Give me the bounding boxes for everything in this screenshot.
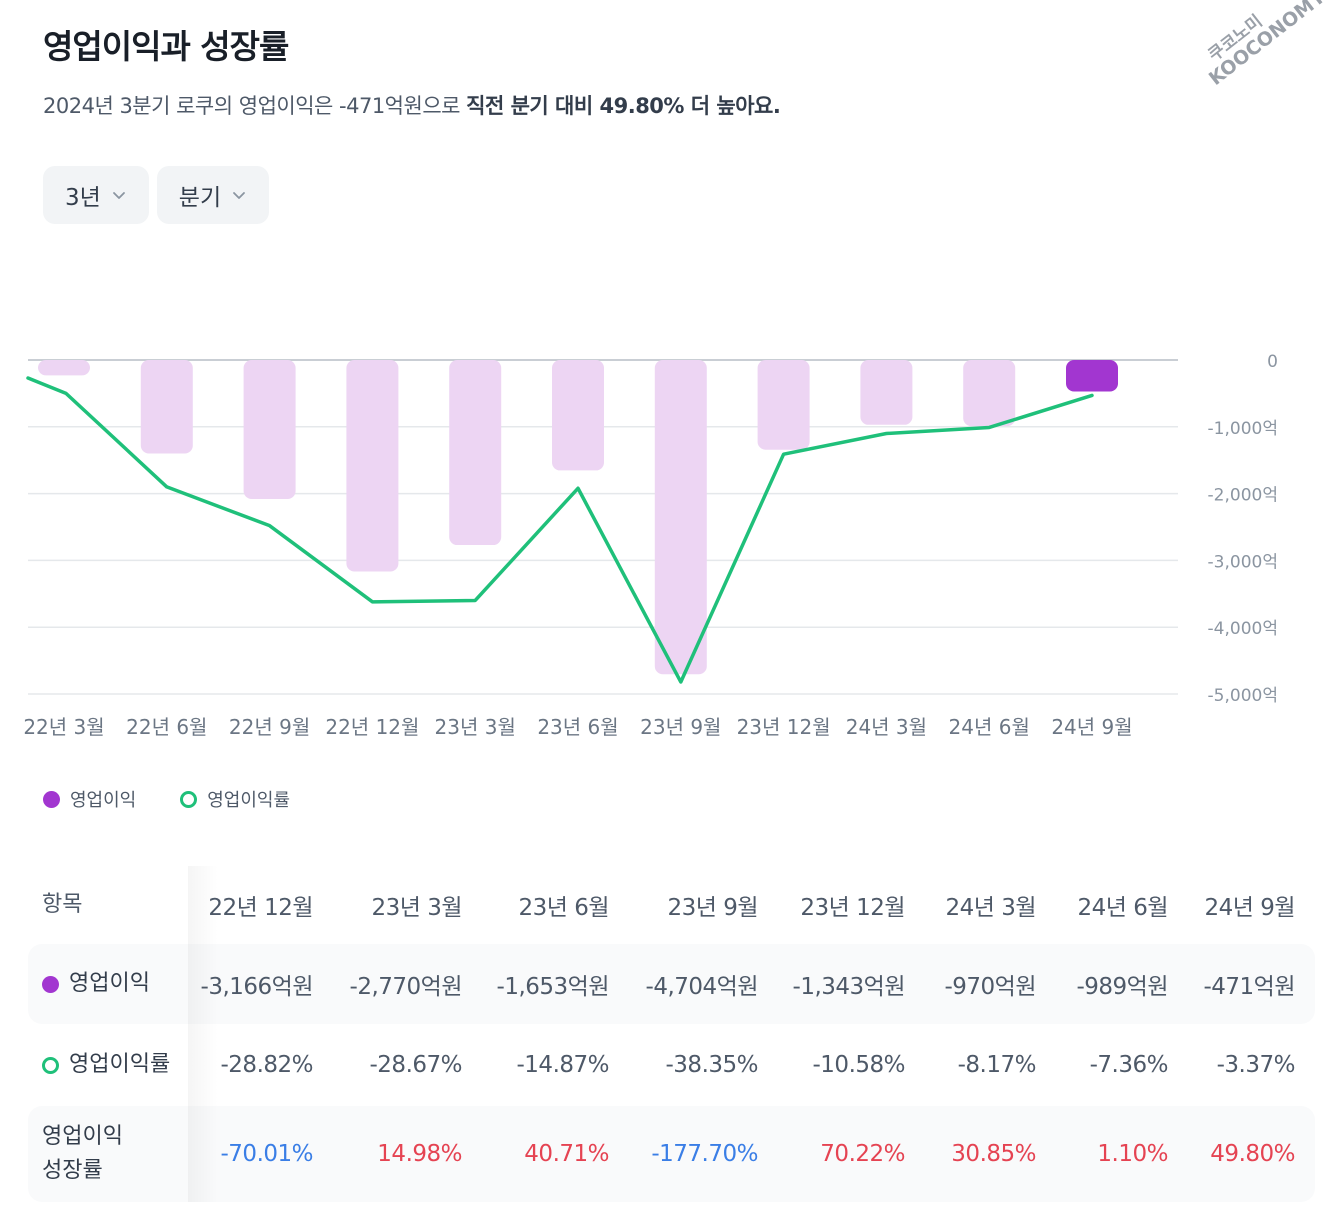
x-tick-label: 22년 12월 xyxy=(325,715,419,739)
y-tick-label: -2,000억 xyxy=(1208,486,1278,506)
table-cell-growth: -177.70% xyxy=(651,1141,758,1167)
financial-table: 항목 22년 12월 23년 3월 23년 6월 23년 9월 23년 12월 24년 3… xyxy=(28,866,1315,1202)
legend-item-margin[interactable]: 영업이익률 xyxy=(180,786,290,812)
x-tick-label: 23년 12월 xyxy=(737,715,831,739)
row-label-profit: 영업이익 xyxy=(28,967,188,1001)
legend-dot-profit xyxy=(43,790,60,808)
table-cell-profit: -4,704억원 xyxy=(645,974,759,1000)
y-tick-label: -1,000억 xyxy=(1208,419,1278,439)
bar xyxy=(1066,360,1118,392)
x-tick-label: 24년 3월 xyxy=(846,715,927,739)
table-cell-margin: -10.58% xyxy=(812,1052,906,1078)
table-cell-margin: -38.35% xyxy=(665,1052,759,1078)
bar xyxy=(346,360,399,572)
table-cell-profit: -970억원 xyxy=(944,974,1036,1000)
x-tick-label: 24년 6월 xyxy=(949,715,1030,739)
x-tick-label: 22년 9월 xyxy=(229,715,310,739)
table-cell-profit: -471억원 xyxy=(1203,974,1295,1000)
row-label-growth-line2: 성장률 xyxy=(42,1158,103,1183)
bar xyxy=(757,360,810,450)
table-cell-growth: 14.98% xyxy=(377,1141,462,1167)
bar xyxy=(860,360,913,425)
x-tick-label: 24년 9월 xyxy=(1051,715,1132,739)
row-label-growth-line1: 영업이익 xyxy=(42,1123,123,1149)
table-row-margin: 영업이익률 -28.82% -28.67% -14.87% -38.35% -10.58… xyxy=(28,1024,1315,1106)
legend-label-profit: 영업이익 xyxy=(70,790,137,811)
row-label-profit-text: 영업이익 xyxy=(69,970,150,996)
x-tick-label: 22년 6월 xyxy=(126,715,207,739)
operating-profit-chart: 0 -1,000억 -2,000억 -3,000억 -4,000억 -5,000억 22년 … xyxy=(23,352,1278,739)
period-dropdown-label: 3년 xyxy=(65,185,101,211)
table-cell-margin: -7.36% xyxy=(1089,1052,1169,1078)
table-cell-margin: -28.82% xyxy=(220,1052,314,1078)
table-cell-margin: -3.37% xyxy=(1216,1052,1296,1078)
table-cell-growth: 1.10% xyxy=(1097,1141,1168,1167)
table-row-profit: 영업이익 -3,166억원 -2,770억원 -1,653억원 -4,704억원 -1,… xyxy=(28,944,1315,1024)
y-tick-label: -4,000억 xyxy=(1208,619,1278,639)
page-title: 영업이익과 성장률 xyxy=(43,27,289,66)
chevron-down-icon xyxy=(233,192,246,199)
y-tick-label: 0 xyxy=(1267,352,1278,372)
table-column-header: 23년 9월 xyxy=(667,895,758,921)
margin-line xyxy=(26,376,1094,684)
table-cell-growth: -70.01% xyxy=(220,1141,314,1167)
table-cell-profit: -989억원 xyxy=(1076,974,1168,1000)
unit-dropdown[interactable]: 분기 xyxy=(156,166,270,224)
y-tick-label: -5,000억 xyxy=(1208,686,1278,706)
legend-item-profit[interactable]: 영업이익 xyxy=(43,786,136,812)
legend-dot-margin xyxy=(180,790,198,808)
table-cell-profit: -1,653억원 xyxy=(496,974,610,1000)
bar xyxy=(38,360,90,376)
table-header-row: 항목 22년 12월 23년 3월 23년 6월 23년 9월 23년 12월 24년 3… xyxy=(28,866,1315,944)
table-column-header: 24년 6월 xyxy=(1077,895,1168,921)
period-dropdown[interactable]: 3년 xyxy=(43,166,149,224)
summary-plain: 2024년 3분기 로쿠의 영업이익은 -471억원으로 xyxy=(43,94,467,118)
table-column-header: 23년 6월 xyxy=(518,895,609,921)
bar xyxy=(243,360,296,499)
x-tick-label: 22년 3월 xyxy=(23,715,104,739)
bar xyxy=(140,360,193,454)
table-cell-margin: -28.67% xyxy=(369,1052,463,1078)
table-cell-profit: -1,343억원 xyxy=(792,974,906,1000)
table-cell-growth: 49.80% xyxy=(1210,1141,1295,1167)
bar xyxy=(654,360,707,675)
bar xyxy=(963,360,1016,427)
table-header-label: 항목 xyxy=(42,891,83,917)
table-cell-growth: 70.22% xyxy=(820,1141,905,1167)
table-cell-growth: 40.71% xyxy=(524,1141,609,1167)
table-column-header: 24년 3월 xyxy=(945,895,1036,921)
table-cell-margin: -8.17% xyxy=(957,1052,1037,1078)
bar xyxy=(449,360,502,546)
table-column-header: 23년 3월 xyxy=(371,895,462,921)
x-tick-label: 23년 3월 xyxy=(435,715,516,739)
table-cell-profit: -3,166억원 xyxy=(200,974,314,1000)
summary-text: 2024년 3분기 로쿠의 영업이익은 -471억원으로 직전 분기 대비 49… xyxy=(43,90,781,120)
row-dot-profit xyxy=(42,975,59,993)
row-dot-margin xyxy=(42,1056,59,1074)
chevron-down-icon xyxy=(112,192,125,199)
filter-bar: 3년 분기 xyxy=(43,166,270,224)
chart-legend: 영업이익 영업이익률 xyxy=(43,786,290,812)
row-label-margin-text: 영업이익률 xyxy=(69,1051,171,1077)
x-tick-label: 23년 6월 xyxy=(537,715,618,739)
y-tick-label: -3,000억 xyxy=(1208,552,1278,572)
table-row-growth: 영업이익 성장률 -70.01% 14.98% 40.71% -177.70% 70.2… xyxy=(28,1106,1315,1202)
x-tick-label: 23년 9월 xyxy=(640,715,721,739)
table-column-header: 23년 12월 xyxy=(800,895,905,921)
summary-highlight: 직전 분기 대비 49.80% 더 높아요. xyxy=(466,94,781,118)
table-cell-growth: 30.85% xyxy=(951,1141,1036,1167)
table-cell-profit: -2,770억원 xyxy=(349,974,463,1000)
legend-label-margin: 영업이익률 xyxy=(207,790,291,811)
watermark: 쿠코노미 KOOCONOMY xyxy=(1195,0,1330,90)
table-column-header: 24년 9월 xyxy=(1204,895,1295,921)
table-column-header: 22년 12월 xyxy=(208,895,313,921)
table-cell-margin: -14.87% xyxy=(516,1052,610,1078)
bar xyxy=(552,360,604,471)
row-label-growth: 영업이익 성장률 xyxy=(28,1120,188,1188)
unit-dropdown-label: 분기 xyxy=(178,185,222,211)
row-label-margin: 영업이익률 xyxy=(28,1048,188,1082)
